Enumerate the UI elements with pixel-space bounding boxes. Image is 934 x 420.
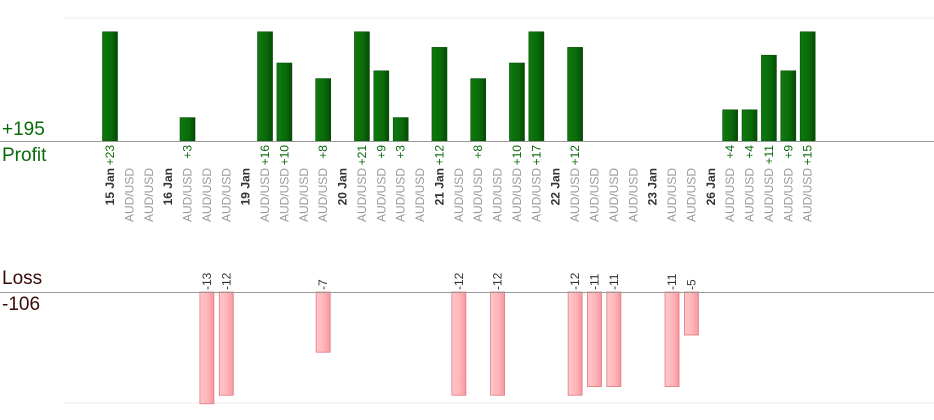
pair-label: AUD/USD bbox=[142, 168, 156, 222]
date-label: 20 Jan bbox=[336, 168, 350, 205]
pair-label: AUD/USD bbox=[394, 168, 408, 222]
pair-label: AUD/USD bbox=[355, 168, 369, 222]
loss-bar bbox=[218, 291, 234, 396]
loss-value-label: -12 bbox=[452, 272, 466, 290]
profit-bar bbox=[392, 117, 409, 142]
loss-value-label: -11 bbox=[665, 273, 679, 290]
date-label: 22 Jan bbox=[549, 168, 563, 205]
profit-bar bbox=[509, 62, 525, 142]
loss-value-label: -5 bbox=[684, 279, 698, 290]
loss-value-label: -11 bbox=[588, 273, 602, 290]
pair-label: AUD/USD bbox=[122, 168, 136, 222]
pair-label: AUD/USD bbox=[413, 168, 427, 222]
loss-total: -106 bbox=[2, 294, 41, 315]
pair-label: AUD/USD bbox=[200, 168, 214, 222]
profit-bar bbox=[431, 47, 448, 142]
pair-label: AUD/USD bbox=[258, 168, 272, 222]
loss-value-label: -12 bbox=[491, 272, 505, 290]
profit-value-label: +10 bbox=[510, 145, 524, 166]
profit-value-label: +3 bbox=[394, 145, 408, 159]
pair-label: AUD/USD bbox=[626, 168, 640, 222]
loss-bar bbox=[199, 291, 215, 405]
pair-label: AUD/USD bbox=[743, 168, 757, 222]
profit-bar bbox=[722, 109, 738, 142]
loss-value-label: -7 bbox=[316, 279, 330, 290]
loss-bar bbox=[451, 291, 467, 396]
profit-bar bbox=[567, 47, 583, 142]
profit-value-label: +8 bbox=[316, 145, 330, 159]
pair-label: AUD/USD bbox=[607, 168, 621, 222]
profit-bar bbox=[799, 31, 816, 142]
pair-label: AUD/USD bbox=[219, 168, 233, 222]
profit-value-label: +10 bbox=[277, 145, 291, 166]
pair-label: AUD/USD bbox=[491, 168, 505, 222]
date-label: 26 Jan bbox=[704, 168, 718, 205]
profit-value-label: +23 bbox=[103, 145, 117, 166]
loss-value-label: -11 bbox=[607, 273, 621, 290]
pair-label: AUD/USD bbox=[471, 168, 485, 222]
pair-label: AUD/USD bbox=[781, 168, 795, 222]
loss-value-label: -13 bbox=[200, 272, 214, 290]
profit-bar bbox=[761, 54, 777, 142]
pair-label: AUD/USD bbox=[529, 168, 543, 222]
profit-bar bbox=[276, 62, 293, 142]
date-label: 19 Jan bbox=[239, 168, 253, 205]
loss-value-label: -12 bbox=[568, 272, 582, 290]
pair-label: AUD/USD bbox=[297, 168, 311, 222]
pair-label: AUD/USD bbox=[568, 168, 582, 222]
profit-total: +195 bbox=[2, 119, 45, 140]
pair-label: AUD/USD bbox=[316, 168, 330, 222]
profit-value-label: +17 bbox=[529, 145, 543, 166]
pair-label: AUD/USD bbox=[723, 168, 737, 222]
pair-label: AUD/USD bbox=[588, 168, 602, 222]
profit-bar bbox=[179, 117, 196, 142]
profit-label: Profit bbox=[2, 145, 47, 166]
profit-bar bbox=[257, 31, 273, 142]
profit-bar bbox=[528, 31, 545, 142]
profit-value-label: +15 bbox=[801, 145, 815, 166]
loss-bar bbox=[606, 291, 622, 387]
profit-value-label: +3 bbox=[181, 145, 195, 159]
profit-bar bbox=[741, 109, 758, 142]
profit-value-label: +8 bbox=[471, 145, 485, 159]
profit-bar bbox=[315, 78, 331, 142]
date-label: 23 Jan bbox=[646, 168, 660, 205]
loss-value-label: -12 bbox=[219, 272, 233, 290]
profit-bar bbox=[354, 31, 370, 142]
profit-value-label: +12 bbox=[568, 145, 582, 166]
profit-value-label: +4 bbox=[743, 145, 757, 159]
loss-bar bbox=[587, 291, 602, 387]
date-label: 15 Jan bbox=[103, 168, 117, 205]
profit-value-label: +12 bbox=[432, 145, 446, 166]
profit-value-label: +11 bbox=[762, 145, 776, 165]
pair-label: AUD/USD bbox=[801, 168, 815, 222]
pair-label: AUD/USD bbox=[181, 168, 195, 222]
profit-value-label: +4 bbox=[723, 145, 737, 159]
profit-value-label: +21 bbox=[355, 145, 369, 166]
pair-label: AUD/USD bbox=[374, 168, 388, 222]
date-label: 21 Jan bbox=[432, 168, 446, 205]
pair-label: AUD/USD bbox=[762, 168, 776, 222]
loss-label: Loss bbox=[2, 268, 43, 289]
profit-bar bbox=[102, 31, 118, 142]
pair-label: AUD/USD bbox=[684, 168, 698, 222]
date-label: 16 Jan bbox=[161, 168, 175, 205]
pair-label: AUD/USD bbox=[452, 168, 466, 222]
loss-bar bbox=[664, 291, 680, 387]
loss-bar bbox=[490, 291, 506, 396]
profit-bar bbox=[373, 70, 390, 142]
profit-bar bbox=[470, 78, 487, 142]
loss-bar bbox=[315, 291, 331, 353]
loss-bar bbox=[567, 291, 583, 396]
profit-value-label: +16 bbox=[258, 145, 272, 166]
pair-label: AUD/USD bbox=[510, 168, 524, 222]
loss-bar bbox=[684, 291, 699, 336]
profit-value-label: +9 bbox=[781, 145, 795, 159]
profit-value-label: +9 bbox=[374, 145, 388, 159]
pair-label: AUD/USD bbox=[665, 168, 679, 222]
pair-label: AUD/USD bbox=[277, 168, 291, 222]
profit-bar bbox=[780, 70, 797, 142]
